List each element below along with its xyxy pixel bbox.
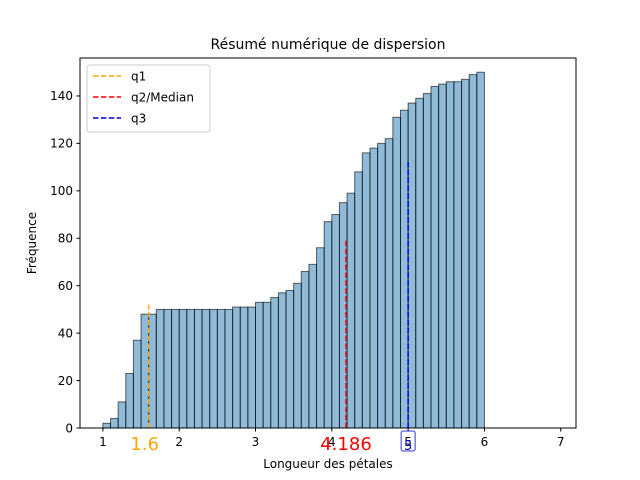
y-tick-label: 40	[58, 326, 73, 340]
histogram-bar	[155, 308, 165, 429]
quartile-value-label: 5	[404, 439, 412, 454]
histogram-bar	[255, 301, 264, 429]
quartile-value-label: 1.6	[130, 434, 159, 455]
histogram-bar	[293, 282, 302, 429]
histogram-bar	[285, 289, 295, 429]
histogram-bar	[399, 109, 409, 429]
histogram-bar	[308, 263, 318, 429]
histogram-bar	[117, 401, 127, 429]
histogram-bar	[224, 308, 234, 429]
histogram-bar	[361, 152, 371, 429]
histogram-bar	[407, 102, 417, 429]
histogram-bar	[468, 74, 478, 429]
x-axis: 1 2 3 4 5 6 7	[99, 428, 565, 449]
histogram-bar	[323, 221, 333, 429]
y-tick-label: 100	[50, 184, 73, 198]
histogram-bar	[422, 93, 432, 429]
quartile-label-box	[400, 430, 416, 452]
quartile-labels-group: 1.6 4.186 5	[130, 430, 416, 455]
histogram-bar	[110, 418, 119, 429]
histogram-bar	[369, 147, 379, 429]
histogram-bar	[186, 308, 195, 429]
histogram-bar	[262, 301, 272, 429]
x-tick-label: 4	[328, 435, 336, 449]
histogram-bar	[461, 78, 470, 429]
bars-group	[102, 71, 485, 429]
x-axis-label: Longueur des pétales	[263, 457, 392, 471]
histogram-bar	[163, 308, 173, 429]
legend-entry-label: q2/Median	[131, 91, 194, 105]
histogram-bar	[354, 171, 363, 429]
x-tick-label: 2	[175, 435, 183, 449]
histogram-bar	[415, 97, 424, 429]
histogram-bar	[377, 142, 386, 429]
y-tick-label: 120	[50, 137, 73, 151]
histogram-bar	[476, 71, 485, 429]
legend: q1 q2/Median q3	[86, 64, 211, 133]
histogram-bar	[445, 81, 455, 429]
histogram-bar	[316, 247, 325, 429]
histogram-bar	[193, 308, 203, 429]
histogram-bar	[216, 308, 226, 429]
histogram-bar	[201, 308, 211, 429]
histogram-bar	[125, 372, 134, 429]
y-axis: 0 20 40 60 80 100 120 140	[50, 89, 80, 435]
histogram-bar	[178, 308, 188, 429]
plot-frame	[79, 57, 577, 429]
legend-entry-label: q1	[131, 70, 146, 84]
quartile-lines-group	[147, 162, 409, 428]
histogram-bar	[140, 313, 150, 429]
quartile-value-label: 4.186	[320, 434, 372, 455]
legend-box	[86, 64, 211, 133]
x-tick-label: 3	[252, 435, 260, 449]
histogram-bar	[232, 306, 241, 429]
histogram-bar	[277, 292, 287, 429]
x-tick-label: 6	[481, 435, 489, 449]
histogram-bar	[270, 297, 279, 429]
histogram-bar	[209, 308, 218, 429]
legend-entry-label: q3	[131, 112, 146, 126]
histogram-bar	[171, 308, 180, 429]
y-tick-label: 140	[50, 89, 73, 103]
y-tick-label: 80	[58, 232, 73, 246]
chart-title: Résumé numérique de dispersion	[211, 37, 446, 53]
histogram-bar	[331, 214, 340, 429]
histogram-bar	[148, 313, 157, 429]
y-tick-label: 20	[58, 374, 73, 388]
y-axis-label: Fréquence	[25, 212, 39, 274]
histogram-bar	[239, 306, 249, 429]
histogram-bar	[247, 306, 257, 429]
histogram-bar	[392, 116, 401, 429]
histogram-bar	[453, 81, 463, 429]
histogram-bar	[430, 85, 440, 429]
x-tick-label: 5	[404, 435, 412, 449]
y-tick-label: 60	[58, 279, 73, 293]
histogram-bar	[300, 270, 310, 429]
histogram-bar	[102, 422, 112, 429]
x-tick-label: 7	[557, 435, 565, 449]
histogram-bar	[346, 192, 356, 429]
y-tick-label: 0	[65, 421, 73, 435]
histogram-bar	[384, 138, 394, 429]
histogram-bar	[438, 83, 447, 429]
x-tick-label: 1	[99, 435, 107, 449]
histogram-bar	[132, 339, 142, 429]
